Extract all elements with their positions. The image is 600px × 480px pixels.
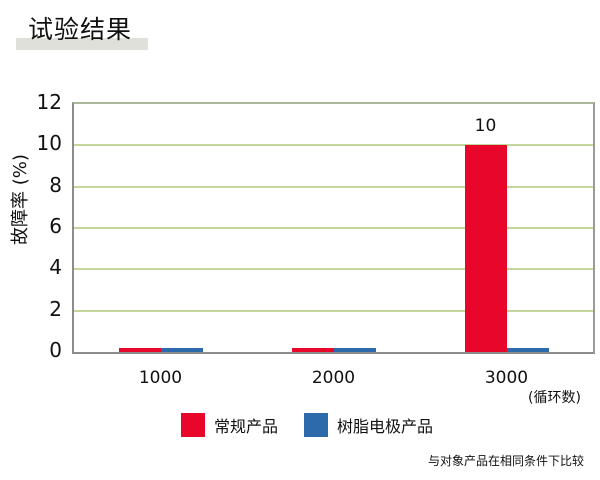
footnote: 与对象产品在相同条件下比较 (427, 454, 584, 468)
legend-label: 树脂电极产品 (337, 417, 434, 436)
legend-label: 常规产品 (214, 417, 279, 436)
x-tick-label: 2000 (311, 368, 356, 388)
bar-1000-conventional (118, 347, 161, 352)
bar-2000-conventional (291, 347, 334, 352)
data-label: 10 (474, 116, 497, 137)
gridline (74, 144, 593, 147)
bar-1000-resin-electrode (160, 347, 203, 352)
gridline (74, 268, 593, 271)
plot-area (72, 102, 595, 354)
gridline (74, 309, 593, 312)
gridline (74, 185, 593, 188)
legend-swatch-red (181, 413, 205, 437)
page-title: 试验结果 (28, 15, 133, 44)
x-tick-label: 3000 (484, 368, 529, 388)
y-tick-label: 12 (36, 90, 62, 114)
y-tick-label: 10 (36, 131, 62, 156)
legend-item-conventional: 常规产品 (181, 413, 278, 437)
legend: 常规产品 树脂电极产品 (181, 413, 459, 437)
bar-3000-resin-electrode (506, 347, 549, 352)
legend-item-resin-electrode: 树脂电极产品 (304, 413, 433, 437)
legend-swatch-blue (304, 413, 329, 437)
gridline (74, 227, 593, 229)
y-tick-label: 0 (49, 338, 62, 362)
y-tick-label: 8 (49, 172, 62, 197)
x-tick-label: 1000 (138, 368, 183, 388)
y-tick-label: 2 (49, 296, 62, 321)
x-axis-unit-label: (循环数) (528, 390, 581, 406)
title-underline (16, 38, 148, 50)
bar-3000-conventional (464, 145, 507, 352)
y-tick-label: 4 (49, 255, 62, 280)
y-tick-label: 6 (49, 214, 62, 238)
bar-2000-resin-electrode (333, 347, 376, 352)
